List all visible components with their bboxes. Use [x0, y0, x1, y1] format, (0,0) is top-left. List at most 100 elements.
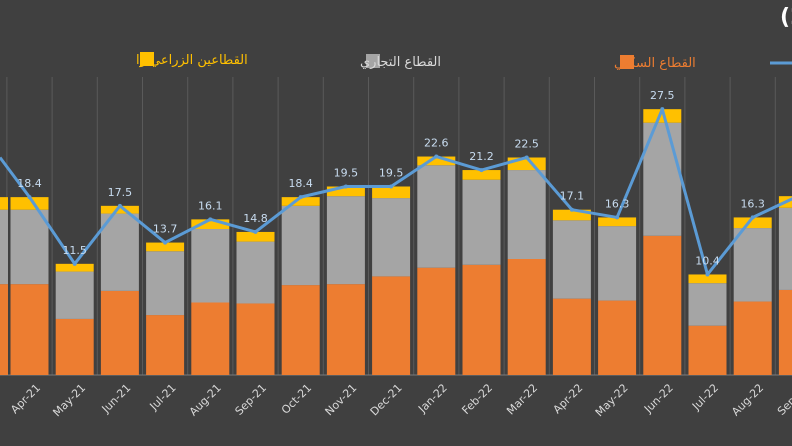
x-tick-label: Feb-22 [459, 381, 495, 417]
data-label: 14.8 [243, 212, 268, 225]
data-label: 19.5 [334, 167, 359, 180]
bar-commercial [733, 228, 772, 302]
bar-commercial [326, 196, 365, 285]
line-point [569, 207, 574, 212]
bar-commercial [281, 205, 320, 286]
bar-commercial [100, 213, 139, 291]
data-label: 10.4 [695, 254, 720, 267]
chart-title: قيمة الصفقات العقارية الشهرية خلال (2021… [780, 5, 792, 30]
bar-commercial [10, 209, 49, 285]
data-label: 22.5 [514, 138, 539, 151]
line-point [298, 195, 303, 200]
bar-residential [507, 259, 546, 375]
data-label: 13.7 [153, 223, 178, 236]
bar-agri [236, 231, 275, 242]
x-tick-label: Jun-21 [99, 381, 134, 416]
line-point [253, 229, 258, 234]
data-label: 18 [791, 176, 792, 189]
line-point [524, 155, 529, 160]
bar-residential [778, 289, 792, 375]
bar-residential [55, 318, 94, 375]
line-point [615, 215, 620, 220]
x-tick-label: Aug-21 [187, 381, 224, 418]
data-label: 11.5 [62, 244, 87, 257]
bar-residential [462, 264, 501, 375]
legend-swatch-agri [140, 52, 154, 66]
bar-agri [417, 156, 456, 166]
legend-swatch-commercial [366, 54, 380, 68]
data-label: 27.5 [650, 89, 675, 102]
x-tick-label: Jul-21 [147, 381, 179, 413]
bar-commercial [191, 229, 230, 303]
x-tick-label: Dec-21 [368, 381, 405, 418]
line-point [705, 272, 710, 277]
x-tick-label: Sep-22 [775, 381, 792, 418]
legend-label-residential: القطاع السكني [614, 56, 696, 71]
data-label: 16.1 [198, 199, 223, 212]
bar-residential [372, 276, 411, 375]
legend-swatch-residential [620, 55, 634, 69]
line-point [434, 154, 439, 159]
data-label: 17.5 [108, 186, 133, 199]
data-label: 18.4 [288, 177, 313, 190]
x-tick-label: Nov-21 [323, 381, 360, 418]
bar-agri [598, 217, 637, 227]
x-tick-label: Jun-22 [641, 381, 676, 416]
line-point [389, 184, 394, 189]
line-point [117, 203, 122, 208]
bar-agri [146, 242, 185, 252]
line-point [660, 107, 665, 112]
bar-agri [100, 205, 139, 214]
line-point [750, 215, 755, 220]
bar-residential [236, 303, 275, 375]
bar-residential [598, 300, 637, 375]
x-tick-label: Sep-21 [233, 381, 270, 418]
edge-bar-commercial [0, 209, 8, 285]
data-label: 17.1 [560, 190, 585, 203]
x-tick-label: May-22 [593, 381, 631, 419]
bar-residential [146, 315, 185, 375]
bar-agri [10, 197, 49, 210]
data-label: 22.6 [424, 137, 449, 150]
x-axis: Apr-21 May-21 Jun-21 Jul-21 Aug-21 Sep-21 Oct-… [8, 381, 792, 419]
total-line [0, 107, 792, 277]
data-label: 21.2 [469, 150, 494, 163]
bar-commercial [778, 207, 792, 290]
bar-agri [552, 209, 591, 221]
edge-bar-residential [0, 284, 8, 375]
bar-commercial [598, 226, 637, 301]
bar-agri [281, 197, 320, 206]
legend-label-agri: القطاعين الزراعي وا [136, 53, 248, 68]
bar-residential [643, 235, 682, 375]
line-point [72, 261, 77, 266]
bar-commercial [507, 170, 546, 259]
legend-label-commercial: القطاع التجاري [360, 55, 441, 70]
bar-residential [688, 325, 727, 375]
x-tick-label: May-21 [50, 381, 88, 419]
bar-commercial [236, 241, 275, 304]
bar-commercial [417, 165, 456, 268]
x-tick-label: Apr-21 [8, 381, 43, 416]
x-tick-label: Apr-22 [551, 381, 586, 416]
bar-agri [326, 186, 365, 197]
line-point [479, 168, 484, 173]
x-tick-label: Jan-22 [415, 381, 450, 416]
line-point [163, 240, 168, 245]
bar-agri [372, 186, 411, 199]
bar-residential [417, 267, 456, 375]
bar-residential [733, 301, 772, 375]
x-tick-label: Oct-21 [279, 381, 314, 416]
bar-residential [552, 298, 591, 375]
data-label: 18.4 [17, 177, 42, 190]
bar-agri [462, 170, 501, 180]
data-label: 19.5 [379, 167, 404, 180]
data-labels: 18.4 11.5 17.5 13.7 16.1 14.8 18.4 19.5 19.5 22.6… [17, 89, 792, 267]
x-tick-label: Aug-22 [729, 381, 766, 418]
bar-agri [733, 217, 772, 229]
data-label: 16.3 [740, 197, 765, 210]
bar-agri [643, 109, 682, 123]
line-point [343, 184, 348, 189]
bars [0, 109, 792, 375]
